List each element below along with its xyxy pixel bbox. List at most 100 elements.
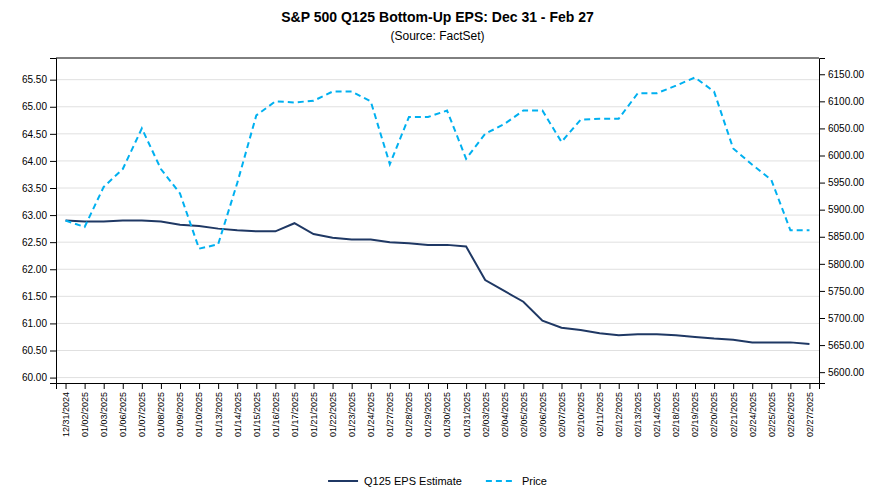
x-tick: 01/27/2025: [385, 383, 395, 437]
y-tick: 64.00: [22, 156, 56, 167]
tick-label: 01/07/2025: [137, 392, 147, 437]
x-tick: 01/31/2025: [461, 383, 471, 437]
tick-mark: [523, 383, 524, 389]
grid-line: [56, 133, 819, 134]
tick-label: 65.00: [22, 101, 47, 112]
y2-tick: 6100.00: [819, 96, 865, 107]
tick-label: 02/25/2025: [767, 392, 777, 437]
grid-line: [56, 323, 819, 324]
tick-mark: [294, 383, 295, 389]
y-tick: 62.50: [22, 237, 56, 248]
tick-label: 01/02/2025: [80, 392, 90, 437]
y-tick: 61.00: [22, 318, 56, 329]
tick-label: 01/09/2025: [175, 392, 185, 437]
x-tick: 01/17/2025: [290, 383, 300, 437]
tick-label: 5600.00: [828, 367, 865, 378]
x-tick: 01/30/2025: [442, 383, 452, 437]
subtitle: (Source: FactSet): [390, 29, 484, 43]
grid-line: [56, 106, 819, 107]
tick-label: 62.00: [22, 264, 47, 275]
y2-tick: 5800.00: [819, 259, 865, 270]
tick-label: 60.00: [22, 372, 47, 383]
tick-mark: [50, 351, 56, 352]
tick-mark: [581, 383, 582, 389]
x-tick: 02/18/2025: [671, 383, 681, 437]
y-tick: 60.50: [22, 345, 56, 356]
tick-label: 01/30/2025: [442, 392, 452, 437]
tick-mark: [819, 128, 825, 129]
tick-label: 01/10/2025: [194, 392, 204, 437]
tick-mark: [50, 378, 56, 379]
tick-label: 02/03/2025: [481, 392, 491, 437]
legend-swatch: [486, 480, 516, 482]
tick-mark: [771, 383, 772, 389]
x-tick: 02/06/2025: [538, 383, 548, 437]
y-axis: 60.0060.5061.0061.5062.0062.5063.0063.50…: [22, 59, 57, 384]
legend-swatch: [328, 480, 358, 482]
x-tick: 01/28/2025: [404, 383, 414, 437]
tick-label: 01/22/2025: [328, 392, 338, 437]
tick-mark: [809, 383, 810, 389]
tick-mark: [819, 237, 825, 238]
tick-mark: [819, 345, 825, 346]
tick-label: 02/27/2025: [805, 392, 815, 437]
tick-mark: [790, 383, 791, 389]
tick-mark: [142, 383, 143, 389]
axis-line: [820, 59, 826, 384]
x-axis: 12/31/202401/02/202501/03/202501/06/2025…: [57, 383, 820, 437]
y2-tick: 5850.00: [819, 231, 865, 242]
tick-mark: [733, 383, 734, 389]
tick-label: 02/10/2025: [576, 392, 586, 437]
x-tick: 01/15/2025: [252, 383, 262, 437]
tick-mark: [50, 323, 56, 324]
x-tick: 02/25/2025: [767, 383, 777, 437]
tick-mark: [819, 372, 825, 373]
tick-label: 02/26/2025: [786, 392, 796, 437]
x-tick: 01/10/2025: [194, 383, 204, 437]
y2-tick: 6150.00: [819, 69, 865, 80]
tick-label: 64.50: [22, 129, 47, 140]
y-tick: 62.00: [22, 264, 56, 275]
x-tick: 02/11/2025: [595, 383, 605, 436]
series-group: [66, 78, 810, 345]
tick-mark: [695, 383, 696, 389]
tick-label: 02/18/2025: [671, 392, 681, 437]
tick-mark: [256, 383, 257, 389]
y2-tick: 6000.00: [819, 150, 865, 161]
tick-label: 02/20/2025: [709, 392, 719, 437]
x-tick: 01/21/2025: [309, 383, 319, 437]
axis-line: [50, 59, 57, 384]
x-tick: 01/14/2025: [233, 383, 243, 437]
tick-label: 5850.00: [828, 231, 865, 242]
tick-label: 12/31/2024: [61, 392, 71, 437]
tick-label: 61.00: [22, 318, 47, 329]
tick-mark: [123, 383, 124, 389]
grid-line: [56, 377, 819, 378]
tick-mark: [542, 383, 543, 389]
y-tick: 61.50: [22, 291, 56, 302]
tick-label: 02/05/2025: [519, 392, 529, 437]
tick-mark: [50, 296, 56, 297]
tick-mark: [50, 269, 56, 270]
tick-label: 02/06/2025: [538, 392, 548, 437]
grid-line: [56, 215, 819, 216]
tick-label: 02/21/2025: [729, 392, 739, 437]
x-tick: 02/19/2025: [690, 383, 700, 437]
x-tick: 01/13/2025: [214, 383, 224, 437]
tick-label: 01/24/2025: [366, 392, 376, 437]
x-tick: 02/21/2025: [729, 383, 739, 437]
tick-mark: [275, 383, 276, 389]
tick-label: 64.00: [22, 156, 47, 167]
tick-label: 63.50: [22, 183, 47, 194]
tick-mark: [199, 383, 200, 389]
tick-mark: [50, 134, 56, 135]
tick-label: 02/13/2025: [633, 392, 643, 437]
x-tick: 01/08/2025: [156, 383, 166, 437]
x-tick: 02/05/2025: [519, 383, 529, 437]
tick-mark: [314, 383, 315, 389]
frame: [56, 58, 819, 59]
tick-label: 5950.00: [828, 177, 865, 188]
tick-mark: [466, 383, 467, 389]
x-tick: 01/24/2025: [366, 383, 376, 437]
tick-mark: [561, 383, 562, 389]
